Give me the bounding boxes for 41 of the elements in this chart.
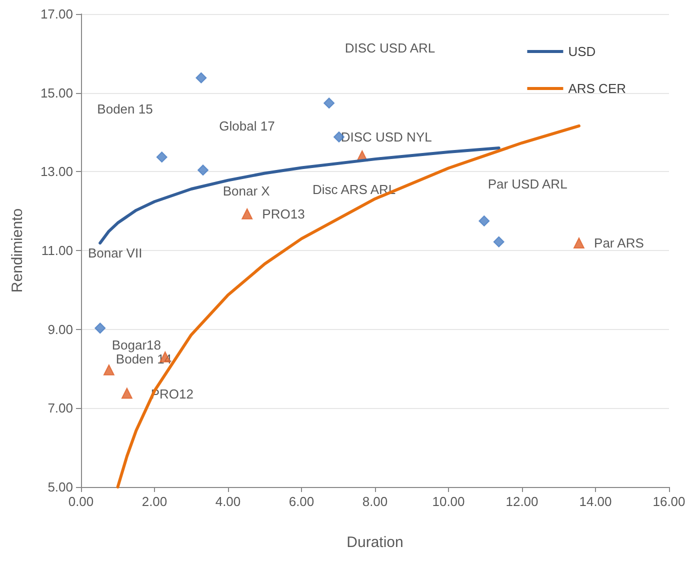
annotation: PRO13 — [262, 206, 305, 222]
x-axis-title: Duration — [346, 534, 404, 551]
y-tick-label: 5.00 — [48, 480, 73, 494]
x-tick-label: 10.00 — [432, 494, 465, 509]
point — [478, 215, 490, 226]
annotation: Par ARS — [594, 236, 644, 251]
point — [103, 364, 114, 376]
point — [121, 388, 132, 399]
x-tick-label: 14.00 — [579, 494, 612, 509]
annotation: DISC USD ARL — [344, 40, 436, 56]
point — [242, 208, 253, 220]
x-tick-label: 8.00 — [362, 494, 388, 509]
point — [196, 72, 207, 84]
point — [198, 164, 209, 176]
point — [493, 236, 504, 248]
x-tick-label: 6.00 — [288, 494, 314, 509]
annotation: Par USD ARL — [488, 176, 568, 192]
point — [156, 152, 168, 163]
point — [573, 238, 584, 249]
point — [324, 98, 335, 109]
annotation: Bonar VII — [88, 245, 142, 260]
annotation: DISC USD NYL — [340, 129, 432, 144]
y-tick-label: 13.00 — [40, 164, 73, 180]
legend-label: ARS CER — [568, 81, 626, 96]
annotation: Boden 15 — [97, 101, 153, 116]
y-axis-title: Rendimiento — [9, 208, 26, 293]
x-tick-label: 12.00 — [506, 494, 538, 509]
point — [94, 322, 106, 334]
annotation: Bogar18 — [112, 338, 162, 353]
y-tick-label: 15.00 — [40, 85, 73, 100]
x-tick-label: 0.00 — [68, 494, 94, 509]
y-tick-label: 17.00 — [40, 6, 73, 22]
annotation: Global 17 — [219, 118, 275, 134]
annotation: Bonar X — [222, 183, 270, 198]
legend-label: USD — [568, 44, 596, 59]
y-tick-label: 7.00 — [48, 400, 73, 416]
x-tick-label: 2.00 — [142, 494, 168, 509]
x-tick-label: 16.00 — [652, 494, 686, 509]
y-tick-label: 9.00 — [48, 322, 73, 337]
x-tick-label: 4.00 — [215, 494, 241, 509]
y-tick-label: 11.00 — [41, 243, 73, 258]
